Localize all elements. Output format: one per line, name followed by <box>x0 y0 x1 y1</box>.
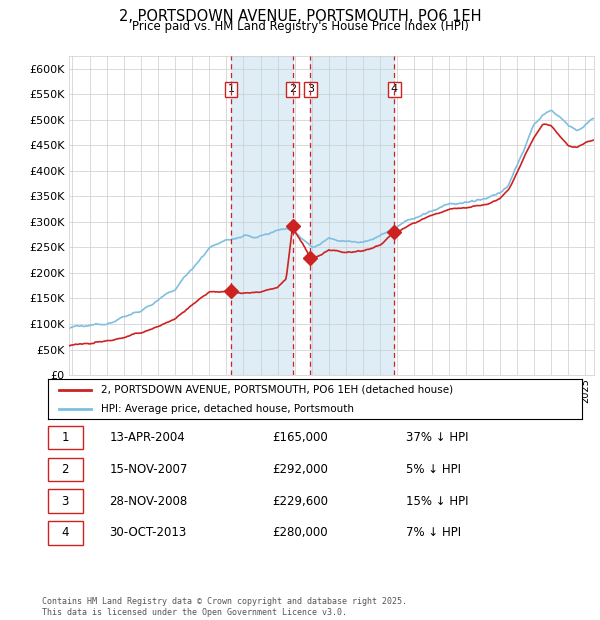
Text: 1: 1 <box>227 84 235 94</box>
Text: HPI: Average price, detached house, Portsmouth: HPI: Average price, detached house, Port… <box>101 404 355 414</box>
Text: 3: 3 <box>62 495 69 508</box>
Text: 2: 2 <box>289 84 296 94</box>
Bar <box>231 56 293 375</box>
FancyBboxPatch shape <box>48 489 83 513</box>
Text: 5% ↓ HPI: 5% ↓ HPI <box>406 463 461 476</box>
Text: 2, PORTSDOWN AVENUE, PORTSMOUTH, PO6 1EH: 2, PORTSDOWN AVENUE, PORTSMOUTH, PO6 1EH <box>119 9 481 24</box>
Text: 3: 3 <box>307 84 314 94</box>
FancyBboxPatch shape <box>48 521 83 544</box>
Text: 28-NOV-2008: 28-NOV-2008 <box>109 495 188 508</box>
Text: 1: 1 <box>62 431 69 444</box>
Text: Contains HM Land Registry data © Crown copyright and database right 2025.
This d: Contains HM Land Registry data © Crown c… <box>42 598 407 617</box>
Text: £229,600: £229,600 <box>272 495 328 508</box>
Text: 30-OCT-2013: 30-OCT-2013 <box>109 526 187 539</box>
Text: 37% ↓ HPI: 37% ↓ HPI <box>406 431 468 444</box>
Text: 13-APR-2004: 13-APR-2004 <box>109 431 185 444</box>
FancyBboxPatch shape <box>48 458 83 481</box>
Text: Price paid vs. HM Land Registry's House Price Index (HPI): Price paid vs. HM Land Registry's House … <box>131 20 469 33</box>
Text: 4: 4 <box>62 526 69 539</box>
Text: 15% ↓ HPI: 15% ↓ HPI <box>406 495 468 508</box>
Text: 4: 4 <box>391 84 398 94</box>
Bar <box>310 56 394 375</box>
Text: 7% ↓ HPI: 7% ↓ HPI <box>406 526 461 539</box>
Text: 2: 2 <box>62 463 69 476</box>
Text: £292,000: £292,000 <box>272 463 328 476</box>
Text: £165,000: £165,000 <box>272 431 328 444</box>
FancyBboxPatch shape <box>48 426 83 450</box>
Text: 2, PORTSDOWN AVENUE, PORTSMOUTH, PO6 1EH (detached house): 2, PORTSDOWN AVENUE, PORTSMOUTH, PO6 1EH… <box>101 385 454 395</box>
Text: 15-NOV-2007: 15-NOV-2007 <box>109 463 188 476</box>
Text: £280,000: £280,000 <box>272 526 328 539</box>
